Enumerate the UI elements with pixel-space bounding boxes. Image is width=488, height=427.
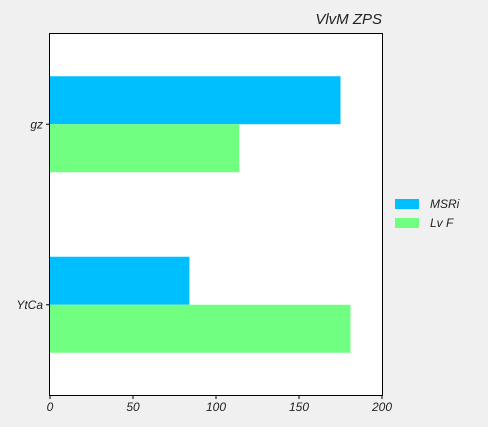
chart-title: VlvM ZPS: [315, 11, 382, 28]
legend-swatch: [395, 199, 419, 209]
x-tick-label: 150: [289, 400, 309, 414]
bars-group: [50, 76, 351, 353]
x-tick-label: 200: [371, 400, 392, 414]
legend-swatch: [395, 218, 419, 228]
y-tick-label: YtCa: [16, 298, 43, 312]
x-tick-label: 100: [206, 400, 226, 414]
legend-label: Lv F: [430, 216, 454, 230]
bar-msri-ytca: [50, 256, 190, 305]
x-tick-label: 50: [126, 400, 140, 414]
legend-label: MSRi: [430, 197, 460, 211]
bar-lv-f-gz: [50, 124, 240, 173]
y-axis: gz YtCa: [16, 117, 50, 312]
y-tick-label: gz: [30, 117, 43, 131]
x-axis: 0 50 100 150 200: [47, 395, 392, 414]
x-tick-label: 0: [47, 400, 54, 414]
bar-msri-gz: [50, 76, 341, 125]
legend: MSRi Lv F: [395, 197, 460, 230]
bar-lv-f-ytca: [50, 304, 351, 353]
